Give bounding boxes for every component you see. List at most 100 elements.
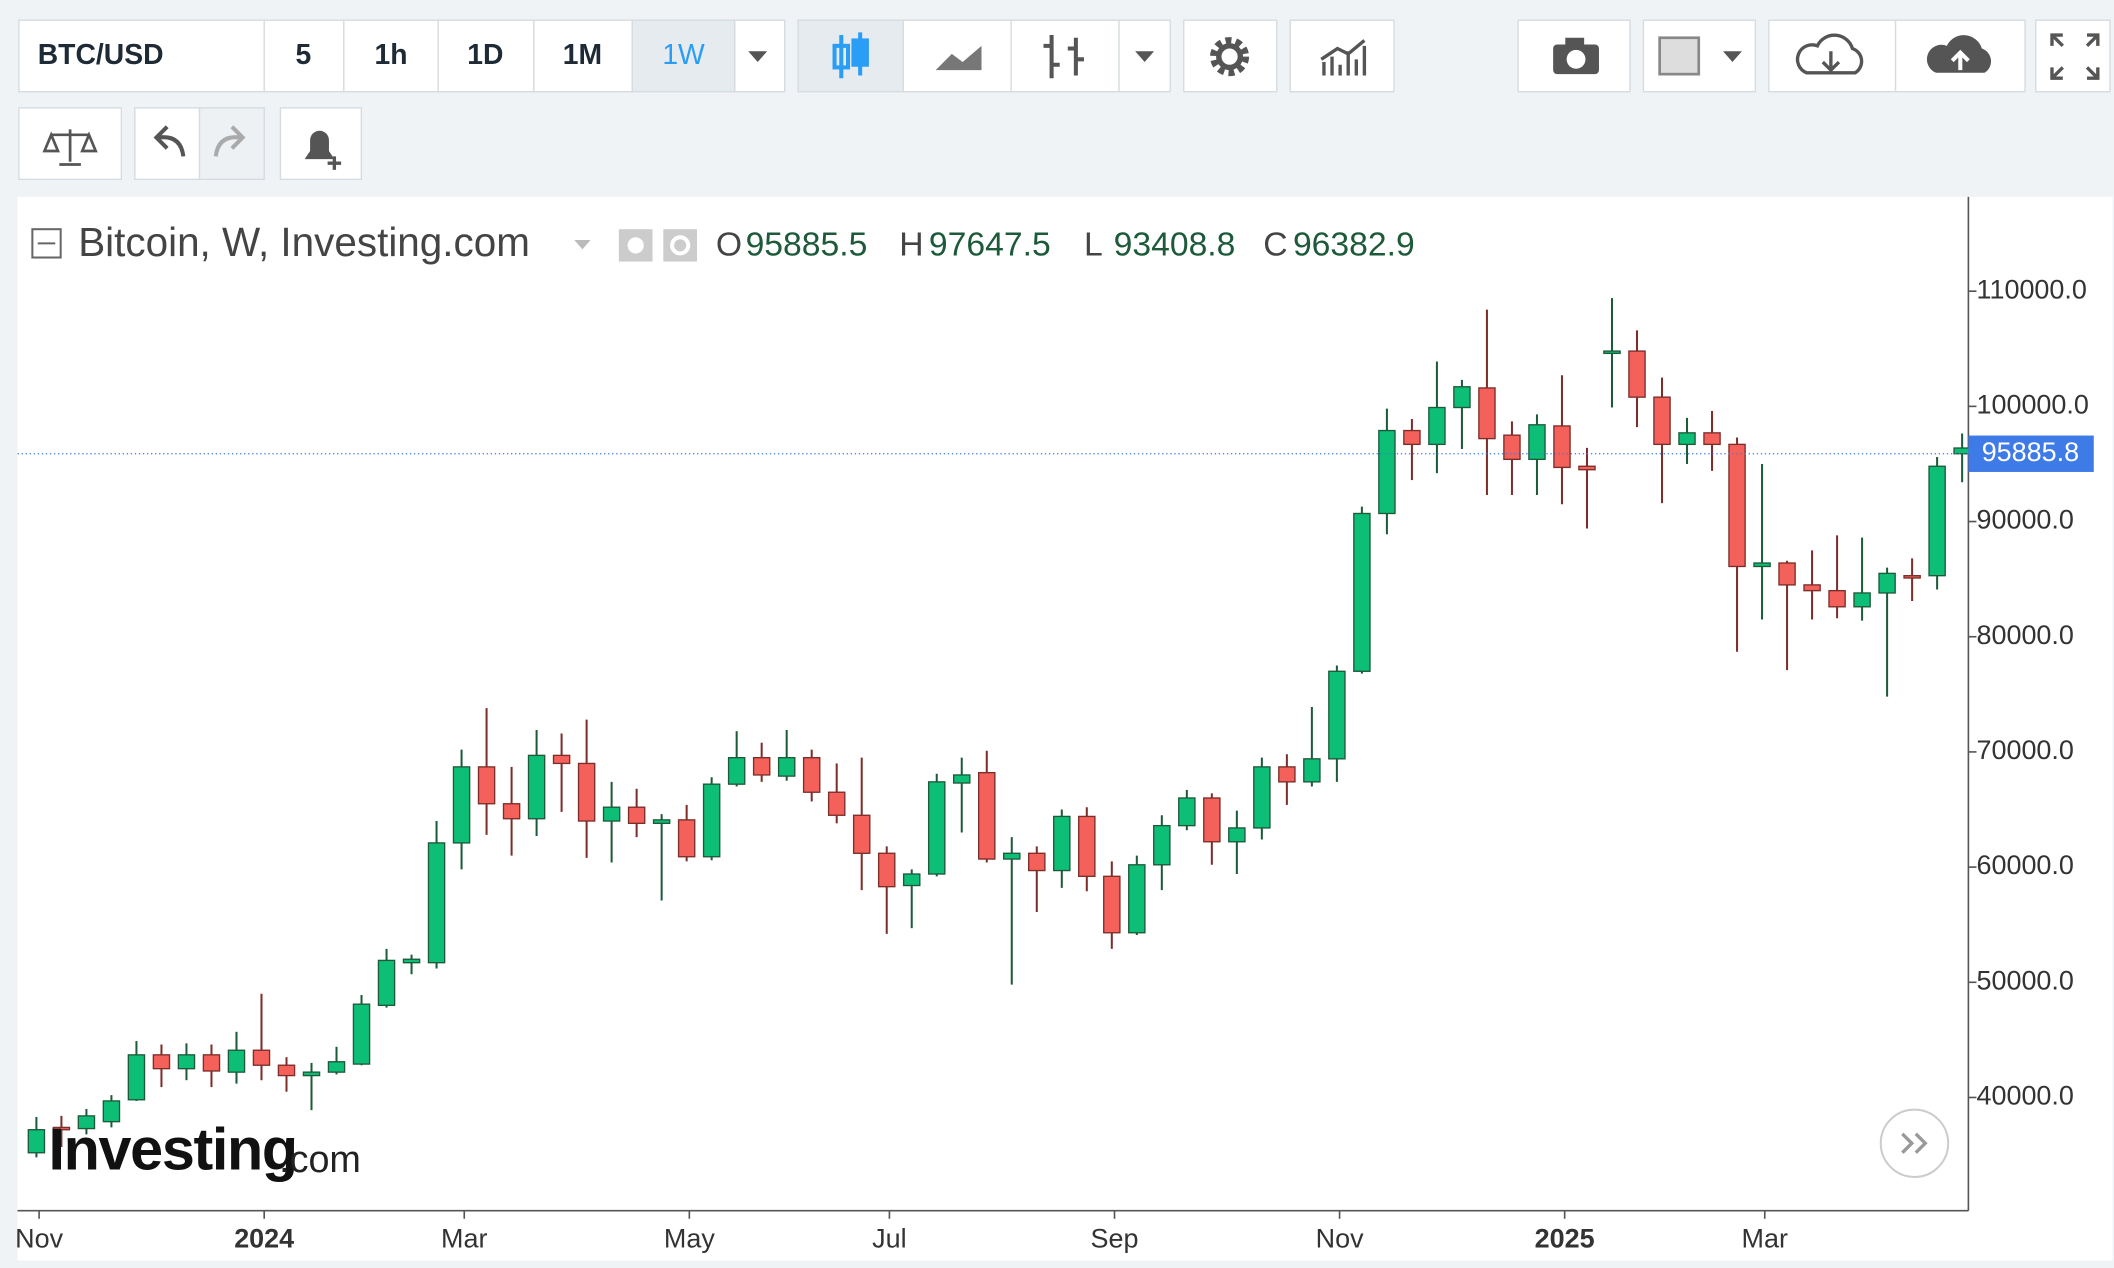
- candle-body: [477, 766, 496, 805]
- redo-button[interactable]: [198, 107, 265, 180]
- bars-button[interactable]: [1010, 19, 1120, 93]
- candle-body: [177, 1054, 196, 1070]
- candle-body: [1778, 562, 1796, 586]
- interval-button[interactable]: [343, 19, 439, 93]
- candle-body: [1303, 758, 1321, 783]
- candle-body: [302, 1071, 321, 1077]
- interval-button[interactable]: [263, 19, 345, 93]
- interval-label: 1D: [467, 38, 503, 70]
- settings-button[interactable]: [1183, 19, 1278, 93]
- axes: 40000.0 50000.0 60000.0 70000.0 80000.0 90000…: [15, 274, 2094, 1253]
- plot: [17, 298, 1969, 1158]
- candle-body: [1403, 429, 1421, 446]
- toolbar: BTC/USD 5 1h 1D 1M 1W: [18, 19, 2111, 93]
- candle-body: [577, 762, 596, 822]
- interval-button[interactable]: [533, 19, 633, 93]
- interval-button[interactable]: [437, 19, 535, 93]
- settings-button[interactable]: [663, 229, 698, 262]
- candle-body: [877, 852, 896, 888]
- price-label-box: [1968, 435, 2094, 472]
- y-tick-label: 50000.0: [1976, 965, 2073, 995]
- candle-body: [552, 754, 571, 765]
- symbol-box[interactable]: [18, 19, 265, 93]
- indicators-button[interactable]: [1289, 19, 1395, 93]
- candle-body: [1578, 465, 1596, 471]
- candle-body: [1153, 824, 1171, 866]
- alert-icon: [304, 130, 335, 160]
- x-tick-label: Nov: [15, 1223, 63, 1253]
- eye-icon: [627, 237, 644, 254]
- candle-body: [427, 842, 446, 964]
- candles-button[interactable]: [797, 19, 904, 93]
- candle-body: [227, 1049, 246, 1073]
- line-chart-button[interactable]: [902, 19, 1012, 93]
- candle-body: [502, 803, 521, 820]
- download-icon: [1795, 33, 1864, 75]
- ohlc-label: L: [1084, 226, 1103, 264]
- redo-icon: [213, 125, 246, 157]
- candle-body: [702, 783, 721, 858]
- candle-body: [1228, 827, 1246, 843]
- candle-body: [1953, 447, 1969, 455]
- candle-body: [752, 757, 771, 776]
- candle-body: [1053, 815, 1071, 872]
- candle-body: [1878, 572, 1896, 594]
- camera-lens: [1566, 49, 1586, 69]
- candle-body: [377, 959, 396, 1006]
- candle-body: [802, 757, 821, 793]
- candle-body: [952, 774, 971, 784]
- ohlc-readout: O 95885.5 H 97647.5 L 93408.8 C 96382.9: [716, 226, 1415, 264]
- candle-body: [1553, 425, 1571, 469]
- candle-body: [127, 1054, 146, 1101]
- scroll-icon: [1901, 1132, 1928, 1154]
- x-tick-label: Mar: [1742, 1223, 1788, 1253]
- bars-icon: [1043, 35, 1084, 79]
- x-tick-label: Sep: [1091, 1223, 1139, 1253]
- scroll-to-latest-button[interactable]: [1879, 1108, 1950, 1179]
- candle-body: [1828, 589, 1846, 608]
- candle-body: [252, 1049, 271, 1066]
- indicators-icon: [1320, 39, 1367, 76]
- ohlc-label: H: [899, 226, 923, 264]
- symbol: BTC/USD: [38, 38, 164, 70]
- ohlc-label: C: [1263, 226, 1287, 264]
- y-tick-label: 40000.0: [1976, 1081, 2073, 1111]
- candle-body: [1653, 396, 1671, 446]
- candle-body: [1853, 592, 1871, 608]
- candle-body: [1753, 562, 1771, 568]
- candle-body: [1278, 766, 1296, 783]
- color-swatch: [1658, 36, 1701, 76]
- y-tick-label: 100000.0: [1976, 389, 2088, 419]
- compare-icon: [42, 129, 98, 166]
- candle-body: [1178, 797, 1196, 827]
- gear-icon: [670, 235, 691, 256]
- candle-body: [1528, 424, 1546, 461]
- candle-body: [1003, 852, 1021, 860]
- ohlc-label: O: [716, 226, 742, 264]
- candle-body: [1253, 766, 1271, 829]
- candle-body: [1678, 432, 1696, 446]
- upload-arrow: [1950, 49, 1970, 71]
- fullscreen-button[interactable]: [2035, 19, 2111, 93]
- candle-body: [1603, 350, 1621, 355]
- interval-label: 1h: [374, 38, 407, 70]
- candle-body: [352, 1003, 371, 1065]
- interval-label: 1M: [563, 38, 602, 70]
- y-tick-label: 110000.0: [1976, 274, 2086, 304]
- x-tick-label: 2025: [1535, 1223, 1595, 1253]
- dropdown-arrow: [748, 51, 768, 63]
- candle-body: [52, 1126, 71, 1131]
- candle-body: [527, 754, 546, 820]
- interval-button-active[interactable]: [631, 19, 736, 93]
- candle-body: [852, 814, 871, 854]
- interval-label: 1W: [662, 38, 705, 70]
- ohlc-value: 96382.9: [1293, 226, 1415, 264]
- undo-button[interactable]: [134, 107, 201, 180]
- candle-body: [652, 819, 671, 825]
- candle-body: [77, 1115, 96, 1130]
- dropdown-arrow: [1723, 51, 1742, 63]
- y-tick-label: 80000.0: [1976, 620, 2073, 650]
- candle-body: [1328, 670, 1346, 760]
- toolbar-secondary: [18, 107, 362, 180]
